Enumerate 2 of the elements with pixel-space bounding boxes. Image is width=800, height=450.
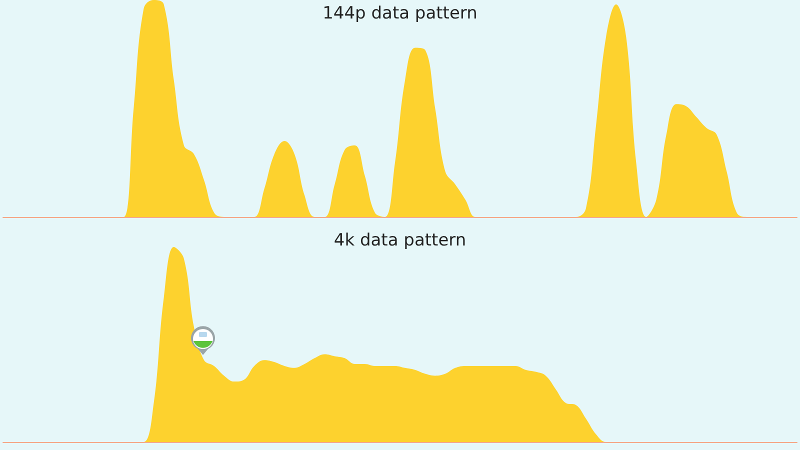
chart-title: 144p data pattern: [322, 4, 478, 24]
chart-title: 4k data pattern: [334, 230, 466, 250]
